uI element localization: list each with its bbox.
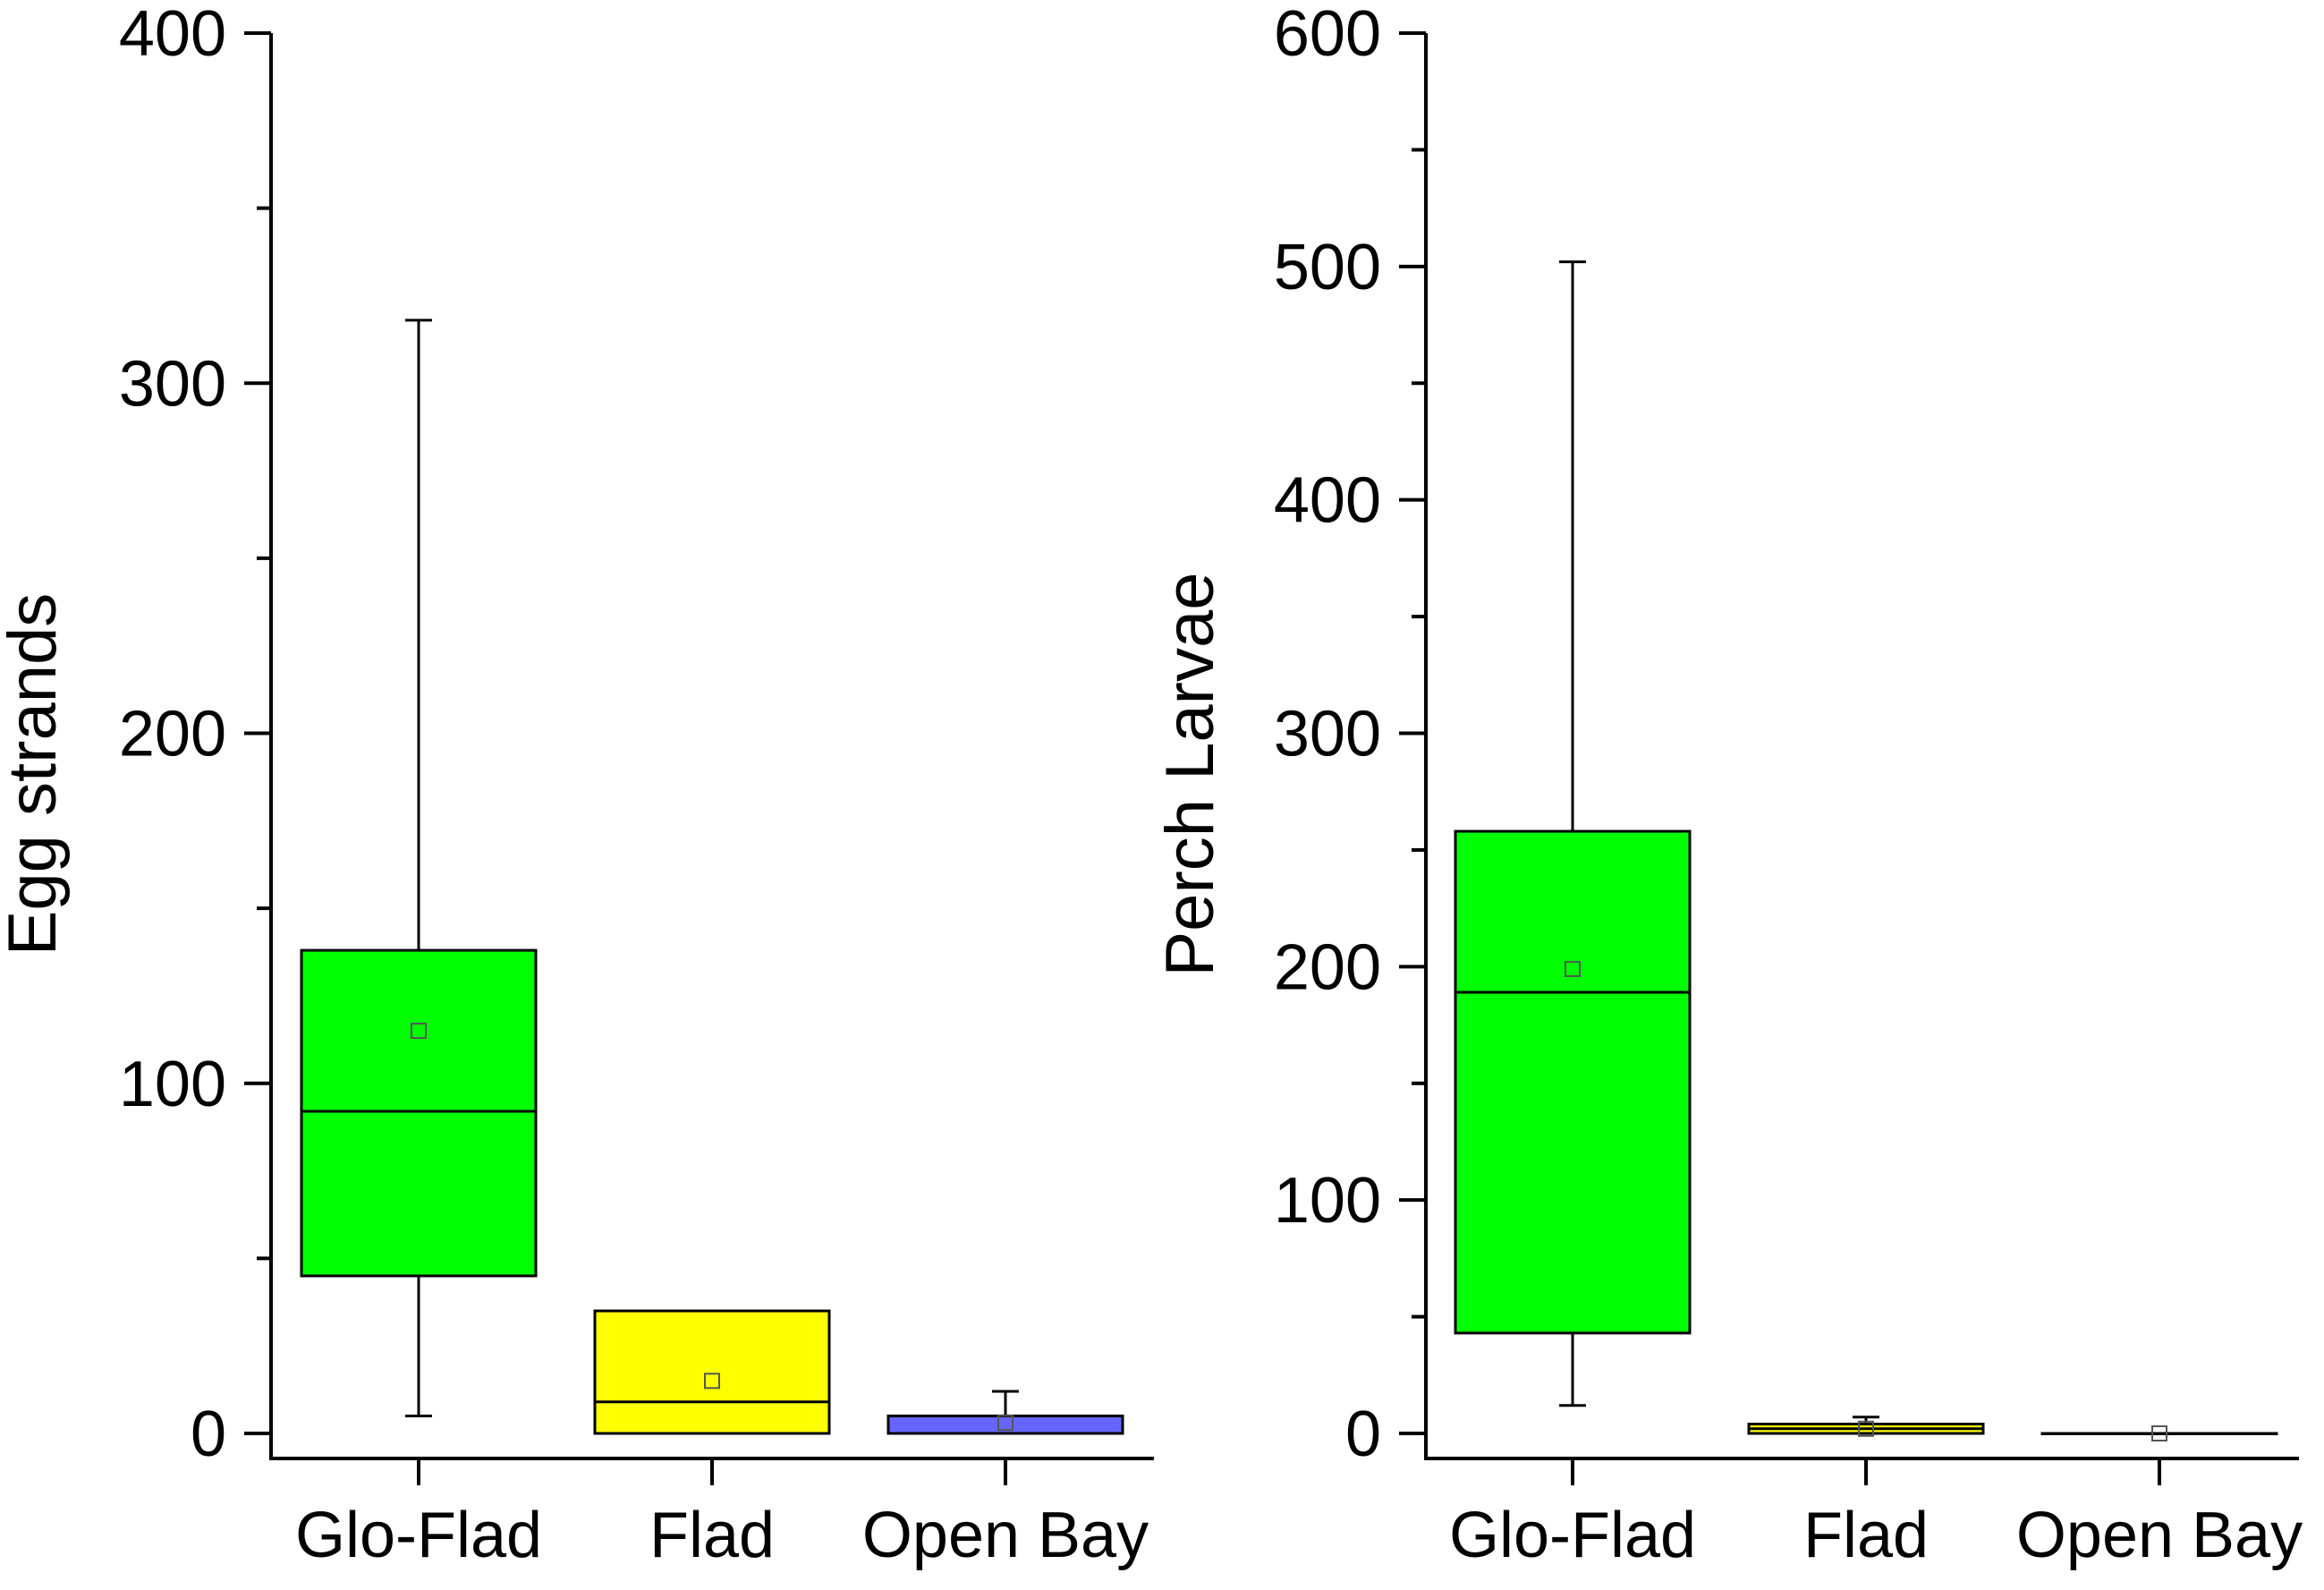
y-axis-label: Perch Larvae <box>1152 572 1228 976</box>
y-tick-label: 300 <box>119 348 226 420</box>
mean-marker <box>997 1415 1014 1432</box>
y-tick-label: 600 <box>1274 0 1381 70</box>
x-tick-label: Flad <box>1803 1500 1929 1571</box>
y-axis-label: Egg strands <box>0 593 71 957</box>
x-tick-label: Open Bay <box>862 1500 1149 1571</box>
box-iqr <box>300 948 538 1278</box>
y-tick-label: 0 <box>191 1399 226 1470</box>
y-tick-label: 200 <box>119 699 226 770</box>
y-tick-label: 100 <box>119 1049 226 1120</box>
mean-marker <box>411 1023 427 1040</box>
mean-marker <box>2151 1425 2167 1441</box>
x-tick-label: Glo-Flad <box>1449 1500 1696 1571</box>
box-iqr <box>593 1309 831 1435</box>
x-tick-label: Flad <box>649 1500 775 1571</box>
y-tick-label: 400 <box>119 0 226 70</box>
mean-marker <box>1565 960 1581 977</box>
mean-marker <box>704 1373 720 1390</box>
y-tick-label: 400 <box>1274 465 1381 537</box>
box-iqr <box>1454 829 1692 1335</box>
x-tick-label: Glo-Flad <box>295 1500 542 1571</box>
mean-marker <box>1858 1420 1874 1437</box>
y-tick-label: 100 <box>1274 1165 1381 1237</box>
y-tick-label: 300 <box>1274 699 1381 770</box>
y-tick-label: 0 <box>1345 1399 1381 1470</box>
y-tick-label: 200 <box>1274 931 1381 1003</box>
y-tick-label: 500 <box>1274 232 1381 303</box>
x-tick-label: Open Bay <box>2016 1500 2303 1571</box>
